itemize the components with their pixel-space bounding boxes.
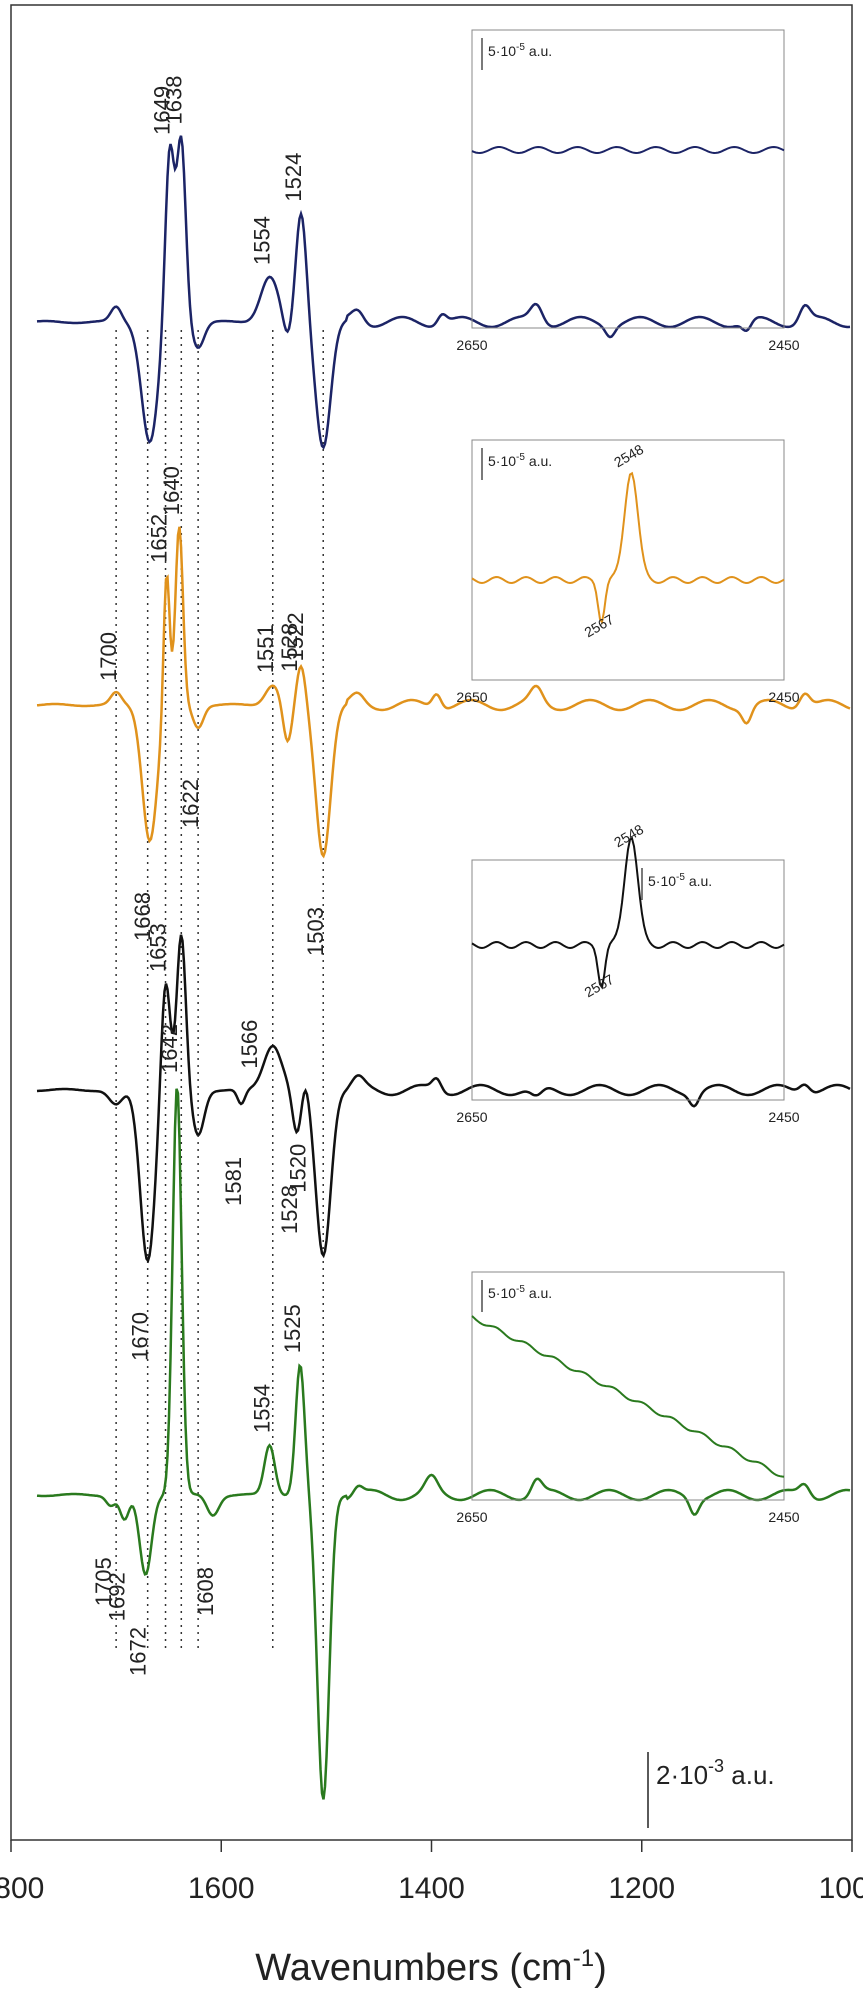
peak-label: 1528: [277, 1185, 302, 1234]
peak-label: 1640: [159, 466, 184, 515]
peak-label: 1642: [157, 1024, 182, 1073]
peak-label: 1692: [105, 1572, 130, 1621]
x-axis-label: Wavenumbers (cm-1): [255, 1945, 606, 1989]
peak-label: 1522: [283, 612, 308, 661]
peak-label: 1525: [280, 1304, 305, 1353]
insets-group: 2650 2450 5·10-5 a.u. 2650 2450 5·10-5 a.u. 25…: [456, 29, 800, 1525]
x-tick-label: 1600: [188, 1872, 255, 1905]
inset-scale-label: 5·10-5 a.u.: [488, 452, 552, 469]
inset-tick-label: 2450: [768, 689, 799, 705]
inset-tick-label: 2450: [768, 337, 799, 353]
x-tick-label: 1000: [819, 1872, 863, 1905]
inset-tick-label: 2650: [456, 689, 487, 705]
peak-label: 1705: [91, 1557, 116, 1606]
peak-label: 1566: [237, 1020, 262, 1069]
inset-4: 2650 2450 5·10-5 a.u.: [456, 1271, 800, 1525]
peak-label: 1668: [130, 892, 155, 941]
inset-peak-label: 2548: [611, 441, 646, 471]
peak-label: 1520: [285, 1144, 310, 1193]
scale-bar: 2·10-3 a.u.: [647, 1752, 775, 1828]
inset-scale-label: 5·10-5 a.u.: [488, 42, 552, 59]
peak-label: 1652: [147, 514, 172, 563]
inset-frame: [471, 29, 785, 329]
peak-label: 1638: [161, 76, 186, 125]
inset-tick-label: 2450: [768, 1509, 799, 1525]
peak-label: 1524: [281, 153, 306, 202]
inset-tick-label: 2450: [768, 1109, 799, 1125]
inset-1: 2650 2450 5·10-5 a.u.: [456, 29, 800, 353]
peak-label: 1608: [193, 1567, 218, 1616]
peak-label: 1503: [303, 907, 328, 956]
peak-label: 1554: [250, 1384, 275, 1433]
spectrum-line-1: [36, 135, 851, 450]
inset-frame: [471, 1271, 785, 1501]
spectrum-line-4: [36, 1088, 851, 1800]
scale-bar-label: 2·10-3 a.u.: [656, 1756, 775, 1790]
peak-label: 1622: [178, 779, 203, 828]
x-tick-label: 1800: [0, 1872, 44, 1905]
peak-label: 1649: [150, 86, 175, 135]
inset-scale-label: 5·10-5 a.u.: [648, 872, 712, 889]
inset-spectrum-line: [471, 1315, 785, 1478]
inset-frame: [471, 859, 785, 1101]
x-tick-label: 1200: [608, 1872, 675, 1905]
peak-label: 1672: [126, 1627, 151, 1676]
inset-spectrum-line: [471, 836, 785, 990]
spectrum-line-2: [36, 526, 851, 859]
inset-scale-label: 5·10-5 a.u.: [488, 1284, 552, 1301]
peak-label: 1653: [146, 923, 171, 972]
inset-tick-label: 2650: [456, 1109, 487, 1125]
inset-peak-label: 2567: [581, 971, 616, 1001]
peak-label: 1528: [277, 623, 302, 672]
inset-peak-label: 2567: [581, 611, 616, 641]
peak-label: 1554: [250, 216, 275, 265]
inset-spectrum-line: [471, 145, 785, 155]
inset-tick-label: 2650: [456, 1509, 487, 1525]
inset-spectrum-line: [471, 471, 785, 625]
x-tick-label: 1400: [398, 1872, 465, 1905]
inset-frame: [471, 439, 785, 681]
spectrum-line-3: [36, 934, 851, 1264]
dotted-guide-lines: [115, 330, 324, 1650]
peak-label: 1551: [253, 624, 278, 673]
peak-label: 1581: [221, 1157, 246, 1206]
peak-label: 1670: [128, 1312, 153, 1361]
x-axis: 1800 1600 1400 1200 1000: [0, 1840, 863, 1905]
peak-label: 1700: [96, 632, 121, 681]
inset-tick-label: 2650: [456, 337, 487, 353]
inset-2: 2650 2450 5·10-5 a.u. 2548 2567: [456, 439, 800, 705]
